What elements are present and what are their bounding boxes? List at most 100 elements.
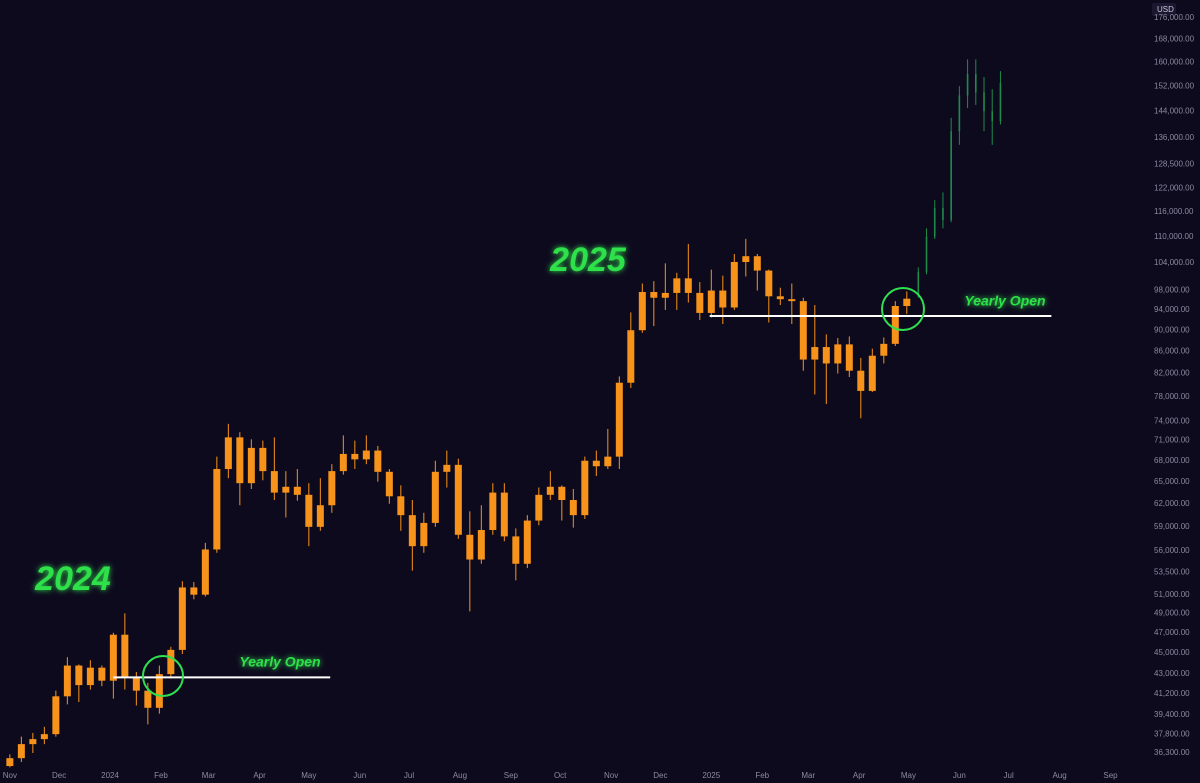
candle-body (788, 299, 796, 302)
candle-body (569, 500, 577, 516)
candle-body (454, 464, 462, 535)
candle-body (328, 471, 336, 506)
candle-body (443, 464, 451, 472)
y-tick-label: 62,000.00 (1154, 499, 1190, 508)
candle-body (17, 744, 25, 759)
y-tick-label: 78,000.00 (1154, 392, 1190, 401)
candle-body (75, 665, 83, 686)
y-tick-label: 98,000.00 (1154, 286, 1190, 295)
x-tick-label: Aug (453, 771, 467, 780)
y-tick-label: 45,000.00 (1154, 648, 1190, 657)
x-tick-label: Mar (801, 771, 815, 780)
candle-body (834, 344, 842, 364)
candle-body (155, 674, 163, 708)
x-tick-label: 2024 (101, 771, 119, 780)
candle-body (512, 536, 520, 564)
candle-body (765, 270, 773, 297)
y-tick-label: 122,000.00 (1154, 184, 1195, 193)
y-tick-label: 144,000.00 (1154, 106, 1195, 115)
x-tick-label: Oct (554, 771, 567, 780)
candle-body (903, 298, 911, 307)
y-tick-label: 160,000.00 (1154, 57, 1195, 66)
candle-body (558, 486, 566, 501)
candle-body (282, 486, 290, 493)
candle-body (868, 355, 876, 391)
candle-body (999, 83, 1002, 122)
x-tick-label: Jul (404, 771, 414, 780)
candle-body (374, 450, 382, 472)
currency-label: USD (1157, 5, 1174, 14)
candle-body (98, 667, 106, 681)
candle-body (339, 453, 347, 472)
y-tick-label: 82,000.00 (1154, 369, 1190, 378)
candle-body (627, 330, 635, 383)
candle-body (880, 343, 888, 356)
candle-body (719, 290, 727, 308)
highlight-circle (142, 655, 184, 697)
candle-body (822, 347, 830, 364)
candle-body (489, 492, 497, 531)
candle-body (581, 460, 589, 516)
y-tick-label: 49,000.00 (1154, 608, 1190, 617)
candle-body (144, 690, 152, 708)
x-tick-label: Feb (154, 771, 168, 780)
reference-label: Yearly Open (239, 654, 320, 670)
candle-body (604, 456, 612, 467)
candle-body (362, 450, 370, 460)
y-tick-label: 53,500.00 (1154, 568, 1190, 577)
y-tick-label: 56,000.00 (1154, 546, 1190, 555)
x-tick-label: 2025 (702, 771, 720, 780)
candle-body (40, 734, 48, 740)
candle-body (259, 447, 267, 472)
candle-body (408, 515, 416, 547)
candle-body (351, 453, 359, 460)
currency-box (1152, 3, 1176, 16)
candle-body (63, 665, 71, 697)
candle-body (178, 587, 186, 650)
x-tick-label: Feb (755, 771, 769, 780)
candle-body (638, 291, 646, 331)
y-tick-label: 59,000.00 (1154, 522, 1190, 531)
y-tick-label: 51,000.00 (1154, 590, 1190, 599)
candle-body (799, 301, 807, 360)
annotation: 2025 (549, 241, 627, 279)
candle-body (857, 370, 865, 391)
y-tick-label: 90,000.00 (1154, 325, 1190, 334)
x-tick-label: Jun (353, 771, 366, 780)
y-tick-label: 110,000.00 (1154, 232, 1194, 241)
candle-body (86, 667, 94, 686)
candle-body (661, 292, 669, 298)
x-tick-label: Aug (1052, 771, 1066, 780)
x-tick-label: Nov (3, 771, 17, 780)
candle-body (753, 256, 761, 271)
y-tick-label: 37,800.00 (1154, 729, 1190, 738)
y-tick-label: 86,000.00 (1154, 346, 1190, 355)
candle-body (167, 649, 175, 675)
candle-body (236, 437, 244, 484)
x-tick-label: Jun (953, 771, 966, 780)
candle-body (431, 471, 439, 523)
y-tick-label: 104,000.00 (1154, 258, 1195, 267)
candle-body (592, 460, 600, 467)
candle-body (305, 494, 313, 527)
candle-body (201, 549, 209, 595)
x-tick-label: May (301, 771, 316, 780)
candle-body (684, 278, 692, 293)
x-tick-label: Apr (253, 771, 266, 780)
y-tick-label: 116,000.00 (1154, 207, 1194, 216)
annotation: 2024 (34, 560, 111, 598)
x-tick-label: Mar (202, 771, 216, 780)
candle-body (730, 261, 738, 308)
candle-body (933, 208, 936, 237)
candle-body (917, 271, 920, 296)
candle-body (247, 447, 255, 484)
y-tick-label: 39,400.00 (1154, 710, 1190, 719)
y-tick-label: 152,000.00 (1154, 81, 1195, 90)
y-tick-label: 74,000.00 (1154, 416, 1190, 425)
candle-body (523, 520, 531, 564)
candle-body (132, 677, 140, 691)
candle-body (845, 344, 853, 371)
x-tick-label: Sep (504, 771, 519, 780)
